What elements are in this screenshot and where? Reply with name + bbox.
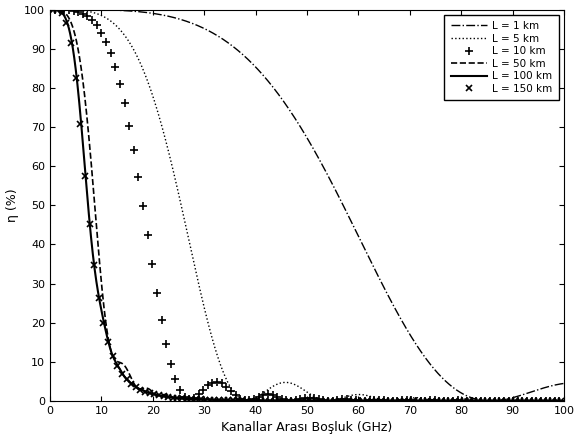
L = 150 km [49, 7, 56, 12]
L = 150 km [165, 394, 172, 400]
L = 100 km [140, 388, 147, 393]
L = 100 km [355, 398, 362, 403]
L = 1 km [487, 398, 494, 403]
X-axis label: Kanallar Arası Boşluk (GHz): Kanallar Arası Boşluk (GHz) [222, 422, 393, 434]
L = 1 km [46, 7, 53, 12]
L = 1 km [380, 286, 387, 291]
L = 10 km [47, 7, 54, 12]
L = 10 km [283, 397, 290, 403]
L = 10 km [556, 398, 563, 403]
L = 50 km [355, 398, 362, 403]
L = 5 km [380, 398, 387, 403]
Line: L = 100 km: L = 100 km [50, 10, 564, 401]
Line: L = 1 km: L = 1 km [50, 10, 564, 401]
L = 100 km [243, 398, 250, 403]
Legend: L = 1 km, L = 5 km, L = 10 km, L = 50 km, L = 100 km, L = 150 km: L = 1 km, L = 5 km, L = 10 km, L = 50 km… [444, 15, 559, 100]
L = 50 km [430, 398, 437, 403]
L = 100 km [469, 398, 476, 403]
L = 5 km [529, 398, 536, 403]
L = 50 km [140, 386, 147, 391]
L = 10 km [162, 341, 169, 346]
L = 10 km [237, 396, 244, 401]
L = 50 km [380, 398, 387, 403]
L = 5 km [140, 68, 147, 73]
L = 150 km [558, 398, 565, 403]
L = 1 km [469, 396, 476, 401]
L = 10 km [528, 398, 535, 403]
Line: L = 50 km: L = 50 km [50, 10, 564, 401]
L = 1 km [430, 366, 437, 371]
L = 150 km [539, 398, 546, 403]
L = 5 km [560, 398, 567, 403]
L = 10 km [176, 388, 183, 393]
L = 5 km [469, 397, 476, 402]
L = 1 km [140, 10, 147, 15]
L = 150 km [179, 396, 186, 401]
Line: L = 5 km: L = 5 km [50, 10, 564, 401]
L = 150 km [285, 398, 292, 403]
L = 50 km [469, 398, 476, 403]
L = 100 km [46, 7, 53, 12]
L = 10 km [343, 396, 350, 402]
L = 100 km [560, 398, 567, 403]
L = 10 km [542, 398, 549, 403]
L = 150 km [345, 398, 352, 403]
L = 150 km [239, 398, 246, 403]
Y-axis label: η (%): η (%) [6, 188, 19, 222]
L = 5 km [46, 7, 53, 12]
L = 5 km [430, 397, 437, 403]
L = 50 km [560, 398, 567, 403]
L = 50 km [46, 7, 53, 12]
L = 50 km [560, 398, 567, 403]
L = 1 km [560, 381, 567, 386]
L = 5 km [355, 392, 362, 397]
L = 100 km [430, 398, 437, 403]
Line: L = 10 km: L = 10 km [46, 5, 564, 405]
L = 1 km [355, 233, 362, 238]
L = 100 km [560, 398, 567, 403]
L = 1 km [243, 55, 250, 60]
L = 5 km [243, 398, 250, 403]
Line: L = 150 km: L = 150 km [49, 6, 565, 404]
L = 100 km [380, 398, 387, 403]
L = 50 km [243, 398, 250, 403]
